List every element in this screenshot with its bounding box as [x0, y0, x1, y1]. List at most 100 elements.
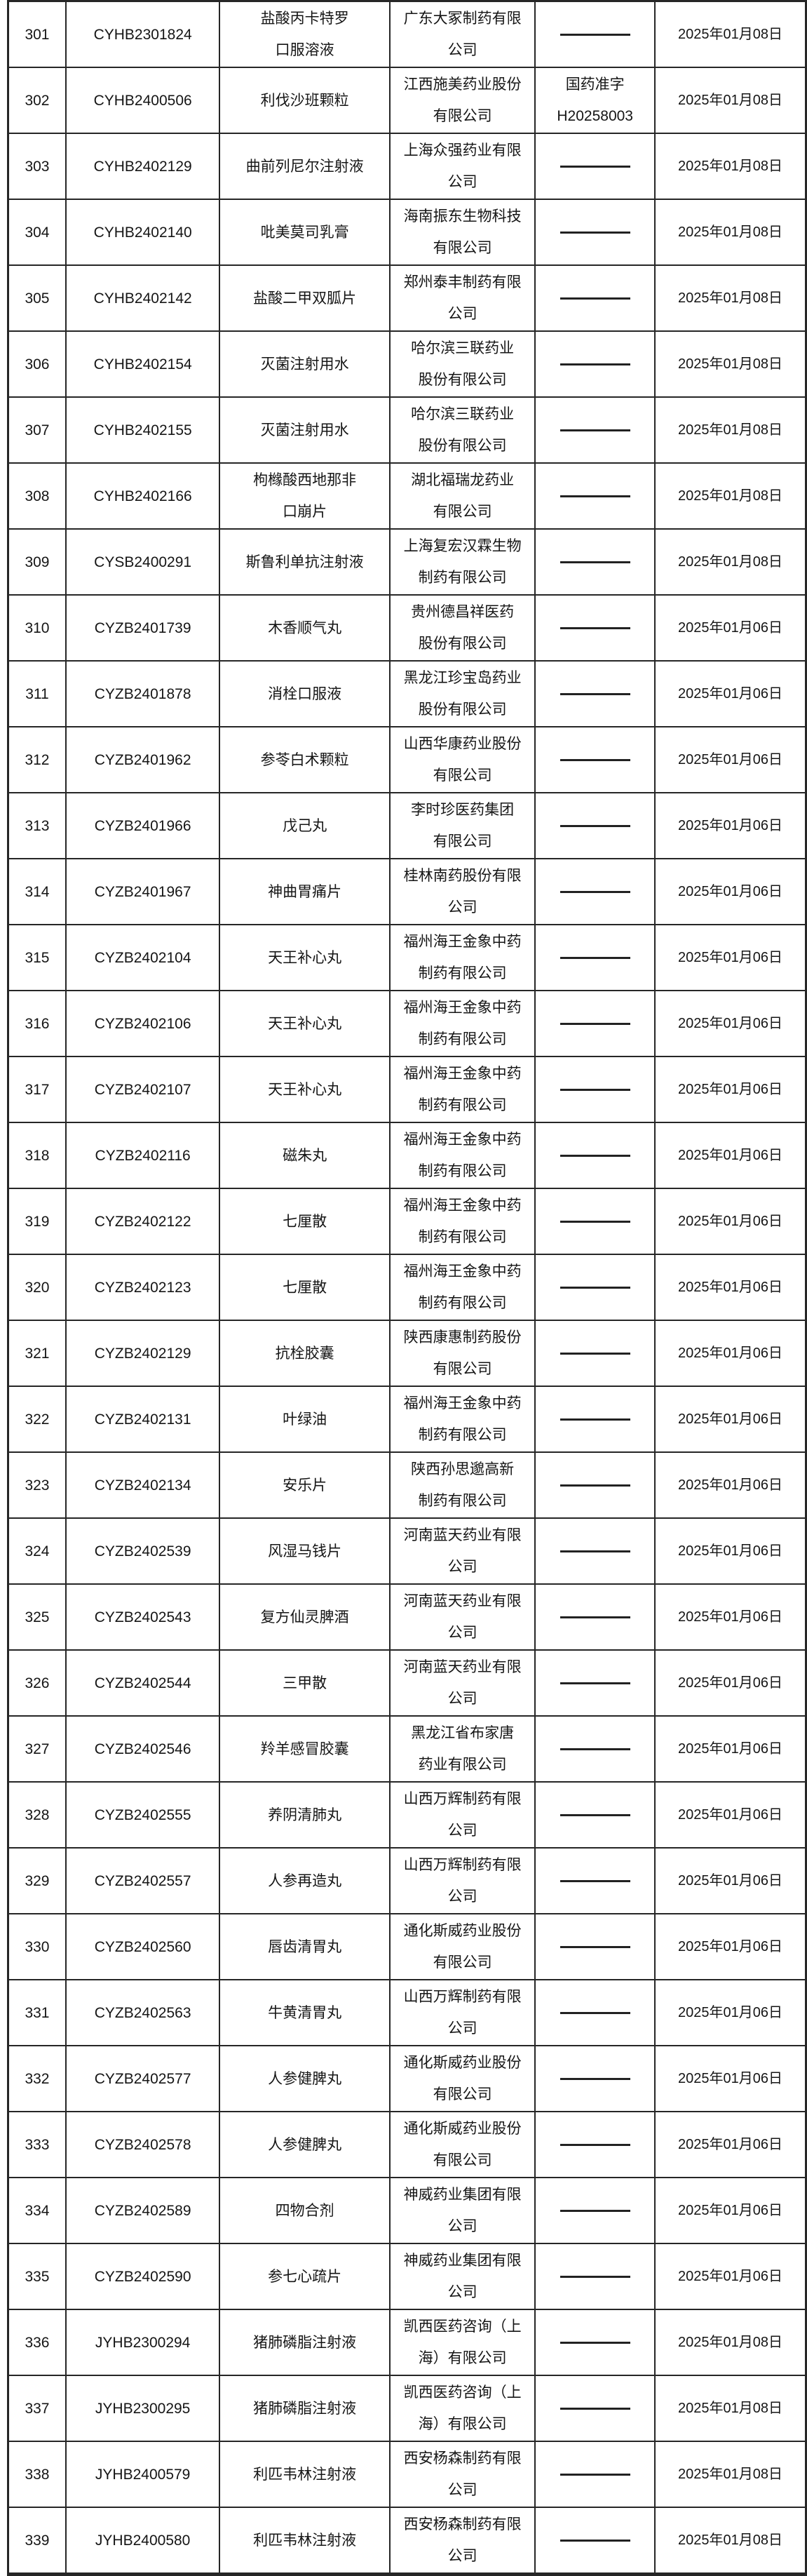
cell-no: 328 [7, 1781, 67, 1849]
cell-no: 325 [7, 1583, 67, 1651]
cell-date: 2025年01月06日 [654, 1583, 807, 1651]
cell-no: 338 [7, 2441, 67, 2508]
cell-company: 福州海王金象中药 制药有限公司 [389, 924, 536, 991]
cell-company: 神威药业集团有限 公司 [389, 2177, 536, 2244]
cell-acceptance-no: CYHB2301824 [65, 0, 221, 68]
empty-dash [560, 1023, 630, 1026]
cell-no: 311 [7, 660, 67, 727]
empty-dash [560, 891, 630, 894]
cell-drug-name: 天王补心丸 [219, 1056, 391, 1123]
cell-company: 黑龙江珍宝岛药业 股份有限公司 [389, 660, 536, 727]
cell-acceptance-no: CYZB2402560 [65, 1913, 221, 1980]
cell-approval-no [534, 1649, 656, 1717]
cell-approval-no [534, 2309, 656, 2376]
cell-acceptance-no: CYZB2402104 [65, 924, 221, 991]
cell-date: 2025年01月06日 [654, 1254, 807, 1321]
cell-acceptance-no: JYHB2400580 [65, 2507, 221, 2575]
cell-date: 2025年01月06日 [654, 1386, 807, 1453]
cell-approval-no [534, 1715, 656, 1783]
table-row: 307 CYHB2402155 灭菌注射用水 哈尔滨三联药业 股份有限公司 2025年0… [7, 396, 807, 464]
cell-drug-name: 神曲胃痛片 [219, 858, 391, 925]
table-row: 312 CYZB2401962 参苓白术颗粒 山西华康药业股份 有限公司 2025年01… [7, 726, 807, 793]
cell-date: 2025年01月08日 [654, 199, 807, 266]
cell-no: 309 [7, 528, 67, 596]
table-row: 322 CYZB2402131 叶绿油 福州海王金象中药 制药有限公司 2025年01月… [7, 1386, 807, 1453]
table-row: 305 CYHB2402142 盐酸二甲双胍片 郑州泰丰制药有限 公司 2025年01月… [7, 264, 807, 332]
cell-no: 335 [7, 2243, 67, 2310]
cell-no: 303 [7, 133, 67, 200]
empty-dash [560, 2540, 630, 2542]
cell-acceptance-no: CYZB2402563 [65, 1979, 221, 2046]
cell-no: 306 [7, 330, 67, 398]
empty-dash [560, 495, 630, 498]
cell-company: 上海众强药业有限 公司 [389, 133, 536, 200]
cell-company: 福州海王金象中药 制药有限公司 [389, 1254, 536, 1321]
drug-approval-table: 301 CYHB2301824 盐酸丙卡特罗 口服溶液 广东大冢制药有限 公司 2025… [7, 0, 807, 2576]
cell-acceptance-no: CYZB2402539 [65, 1517, 221, 1585]
cell-approval-no [534, 528, 656, 596]
table-row: 335 CYZB2402590 参七心疏片 神威药业集团有限 公司 2025年01月06… [7, 2243, 807, 2310]
cell-no: 304 [7, 199, 67, 266]
cell-company: 福州海王金象中药 制药有限公司 [389, 1188, 536, 1255]
cell-approval-no [534, 2177, 656, 2244]
table-row: 304 CYHB2402140 吡美莫司乳膏 海南振东生物科技 有限公司 2025年01… [7, 199, 807, 266]
cell-date: 2025年01月06日 [654, 660, 807, 727]
cell-no: 305 [7, 264, 67, 332]
empty-dash [560, 561, 630, 564]
cell-acceptance-no: CYHB2402166 [65, 462, 221, 530]
cell-approval-no [534, 1320, 656, 1387]
cell-no: 323 [7, 1451, 67, 1519]
cell-no: 301 [7, 0, 67, 68]
cell-approval-no [534, 726, 656, 793]
cell-company: 上海复宏汉霖生物 制药有限公司 [389, 528, 536, 596]
cell-company: 湖北福瑞龙药业 有限公司 [389, 462, 536, 530]
cell-company: 黑龙江省布家唐 药业有限公司 [389, 1715, 536, 1783]
cell-acceptance-no: CYZB2402557 [65, 1847, 221, 1914]
empty-dash [560, 1484, 630, 1487]
cell-date: 2025年01月08日 [654, 2375, 807, 2442]
empty-dash [560, 2276, 630, 2279]
cell-acceptance-no: CYHB2400506 [65, 67, 221, 134]
cell-date: 2025年01月06日 [654, 792, 807, 859]
cell-approval-no [534, 264, 656, 332]
cell-date: 2025年01月06日 [654, 1979, 807, 2046]
cell-company: 哈尔滨三联药业 股份有限公司 [389, 330, 536, 398]
table-row: 338 JYHB2400579 利匹韦林注射液 西安杨森制药有限 公司 2025年01月… [7, 2441, 807, 2508]
table-row: 311 CYZB2401878 消栓口服液 黑龙江珍宝岛药业 股份有限公司 2025年0… [7, 660, 807, 727]
cell-date: 2025年01月06日 [654, 1056, 807, 1123]
table-row: 314 CYZB2401967 神曲胃痛片 桂林南药股份有限 公司 2025年01月06… [7, 858, 807, 925]
cell-company: 西安杨森制药有限 公司 [389, 2507, 536, 2575]
cell-acceptance-no: CYZB2401962 [65, 726, 221, 793]
cell-no: 319 [7, 1188, 67, 1255]
empty-dash [560, 297, 630, 300]
cell-date: 2025年01月06日 [654, 2243, 807, 2310]
cell-approval-no [534, 2243, 656, 2310]
cell-drug-name: 猪肺磷脂注射液 [219, 2375, 391, 2442]
cell-no: 310 [7, 594, 67, 662]
empty-dash [560, 1748, 630, 1751]
cell-date: 2025年01月06日 [654, 1122, 807, 1189]
cell-no: 337 [7, 2375, 67, 2442]
cell-acceptance-no: JYHB2300295 [65, 2375, 221, 2442]
cell-approval-no [534, 1056, 656, 1123]
empty-dash [560, 1418, 630, 1421]
table-row: 333 CYZB2402578 人参健脾丸 通化斯威药业股份 有限公司 2025年01月… [7, 2111, 807, 2178]
cell-approval-no [534, 2375, 656, 2442]
cell-no: 324 [7, 1517, 67, 1585]
cell-drug-name: 盐酸二甲双胍片 [219, 264, 391, 332]
cell-no: 336 [7, 2309, 67, 2376]
cell-drug-name: 安乐片 [219, 1451, 391, 1519]
cell-company: 郑州泰丰制药有限 公司 [389, 264, 536, 332]
empty-dash [560, 363, 630, 366]
empty-dash [560, 232, 630, 234]
cell-drug-name: 人参健脾丸 [219, 2111, 391, 2178]
table-row: 306 CYHB2402154 灭菌注射用水 哈尔滨三联药业 股份有限公司 2025年0… [7, 330, 807, 398]
cell-company: 江西施美药业股份 有限公司 [389, 67, 536, 134]
cell-drug-name: 牛黄清胃丸 [219, 1979, 391, 2046]
cell-date: 2025年01月08日 [654, 2507, 807, 2575]
cell-company: 山西万辉制药有限 公司 [389, 1781, 536, 1849]
cell-no: 308 [7, 462, 67, 530]
cell-company: 山西华康药业股份 有限公司 [389, 726, 536, 793]
cell-date: 2025年01月08日 [654, 2309, 807, 2376]
empty-dash [560, 759, 630, 762]
